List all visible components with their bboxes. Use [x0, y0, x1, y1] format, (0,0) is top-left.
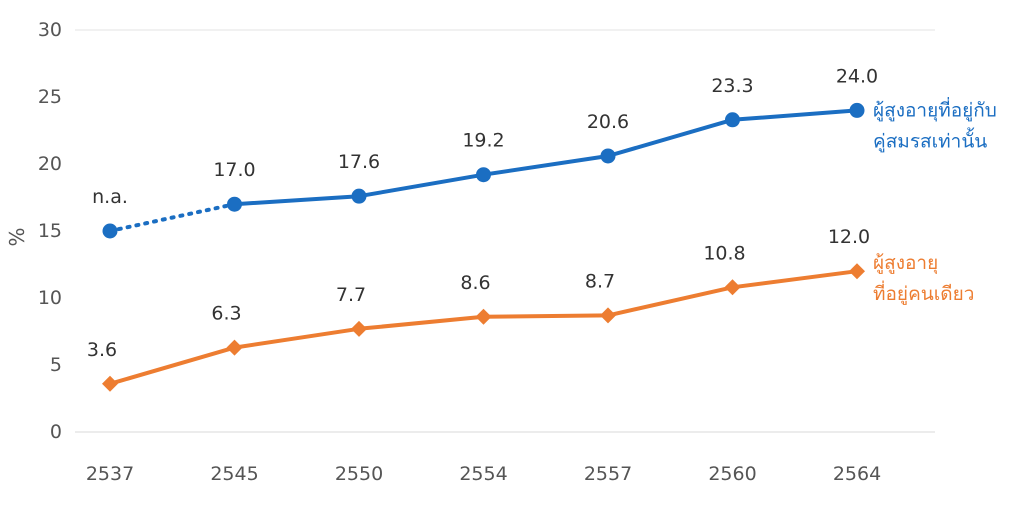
data-label: 17.0: [213, 159, 255, 181]
data-label: 12.0: [828, 226, 870, 248]
data-point-marker: [351, 320, 367, 337]
x-tick-label: 2554: [459, 463, 507, 485]
series-group: n.a. 17.0 17.6 19.2 20.6 23.3 24.0 3.6 6.3 7.7 8.6…: [87, 65, 878, 392]
legend-entry-line: ที่อยู่คนเดียว: [873, 280, 974, 305]
data-label: 8.6: [460, 272, 490, 294]
data-label: 19.2: [462, 130, 504, 152]
data-point-marker: [102, 223, 118, 239]
data-point-marker: [600, 307, 616, 324]
y-tick-label: 25: [38, 86, 62, 108]
x-tick-label: 2564: [833, 463, 881, 485]
data-label: 7.7: [336, 284, 366, 306]
x-axis-ticks: 2537 2545 2550 2554 2557 2560 2564: [86, 463, 881, 485]
x-tick-label: 2557: [584, 463, 632, 485]
data-label: 24.0: [836, 65, 878, 87]
x-tick-label: 2537: [86, 463, 134, 485]
series-line-dotted-segment: [108, 202, 237, 233]
series-2: 3.6 6.3 7.7 8.6 8.7 10.8 12.0: [87, 226, 870, 392]
y-tick-label: 30: [38, 19, 62, 41]
y-tick-label: 0: [50, 421, 62, 443]
data-label: 10.8: [703, 242, 745, 264]
data-point-marker: [849, 263, 865, 280]
y-tick-label: 5: [50, 354, 62, 376]
x-tick-label: 2545: [210, 463, 258, 485]
legend-entry-line: คู่สมรสเท่านั้น: [873, 127, 987, 152]
data-label: n.a.: [92, 186, 128, 208]
series-1: n.a. 17.0 17.6 19.2 20.6 23.3 24.0: [92, 65, 878, 239]
legend-entry-line: ผู้สูงอายุที่อยู่กับ: [873, 96, 997, 122]
data-point-marker: [849, 102, 865, 118]
x-tick-label: 2550: [335, 463, 383, 485]
data-point-marker: [475, 308, 492, 325]
data-label: 3.6: [87, 339, 117, 361]
data-point-marker: [102, 375, 118, 392]
y-tick-label: 10: [38, 287, 62, 309]
data-label: 17.6: [338, 151, 380, 173]
y-tick-label: 20: [38, 153, 62, 175]
data-point-marker: [725, 112, 740, 128]
data-point-marker: [476, 167, 491, 183]
legend-entry-line: ผู้สูงอายุ: [873, 252, 938, 275]
data-point-marker: [600, 148, 616, 164]
data-label: 8.7: [585, 270, 615, 292]
series-line: [234, 108, 858, 207]
y-axis-ticks: 0 5 10 15 20 25 30: [38, 19, 62, 443]
legend: ผู้สูงอายุที่อยู่กับคู่สมรสเท่านั้นผู้สู…: [873, 96, 997, 305]
data-label: 23.3: [711, 75, 753, 97]
y-tick-label: 15: [38, 220, 62, 242]
data-point-marker: [226, 339, 243, 356]
y-axis-label: %: [5, 227, 29, 246]
data-label: 6.3: [211, 303, 241, 325]
x-tick-label: 2560: [708, 463, 756, 485]
data-point-marker: [227, 196, 242, 212]
data-point-marker: [724, 279, 741, 296]
data-label: 20.6: [587, 111, 629, 133]
data-point-marker: [351, 188, 367, 204]
gridlines: [75, 29, 935, 433]
